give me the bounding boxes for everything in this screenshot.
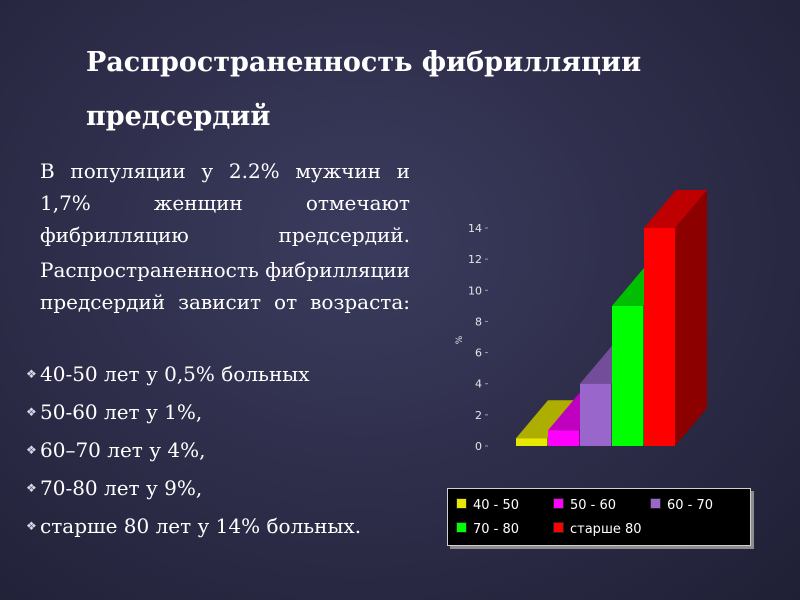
legend-item: 50 - 60: [553, 497, 616, 515]
bullet-item: ❖ 40-50 лет у 0,5% больных: [26, 355, 426, 393]
bullet-text: старше 80 лет у 14% больных.: [40, 514, 362, 538]
y-axis-label: %: [455, 335, 465, 344]
bullet-icon: ❖: [26, 443, 37, 457]
y-tick-label: 2: [475, 409, 482, 422]
age-bullet-list: ❖ 40-50 лет у 0,5% больных ❖ 50-60 лет у …: [26, 355, 426, 545]
y-tick-label: 14: [468, 222, 482, 235]
bar-side-face: [675, 190, 707, 446]
legend-swatch: [553, 498, 564, 509]
legend-label: старше 80: [570, 522, 642, 537]
paragraph-age-dependence: Распространенность фибрилляции предсерди…: [40, 258, 410, 314]
bar-top-face: [644, 190, 707, 228]
bullet-item: ❖ старше 80 лет у 14% больных.: [26, 507, 426, 545]
legend-label: 60 - 70: [667, 498, 714, 513]
bullet-item: ❖ 60–70 лет у 4%,: [26, 431, 426, 469]
bullet-text: 50-60 лет у 1%,: [40, 400, 203, 424]
legend-swatch: [553, 522, 564, 533]
bar-front-face: [548, 430, 579, 446]
paragraph-population: В популяции у 2.2% мужчин и 1,7% женщин …: [40, 159, 410, 247]
legend-swatch: [456, 498, 467, 509]
bar-front-face: [580, 383, 611, 446]
age-prevalence-chart: 0 2 4 6 8 10 12 14%: [455, 190, 707, 453]
bullet-text: 60–70 лет у 4%,: [40, 438, 206, 462]
y-tick-label: 6: [475, 347, 482, 360]
chart-legend: 40 - 50 50 - 60 60 - 70 70 - 80 старше 80: [447, 488, 751, 546]
bullet-icon: ❖: [26, 405, 37, 419]
bullet-item: ❖ 70-80 лет у 9%,: [26, 469, 426, 507]
y-tick-label: 10: [468, 284, 482, 297]
bar-front-face: [612, 305, 643, 446]
bullet-icon: ❖: [26, 367, 37, 381]
legend-swatch: [456, 522, 467, 533]
y-tick-label: 0: [475, 440, 482, 453]
y-tick-label: 12: [468, 253, 482, 266]
legend-item: 70 - 80: [456, 521, 519, 539]
bullet-text: 70-80 лет у 9%,: [40, 476, 203, 500]
legend-label: 70 - 80: [473, 522, 520, 537]
bullet-text: 40-50 лет у 0,5% больных: [40, 362, 310, 386]
legend-label: 40 - 50: [473, 498, 520, 513]
bar-top-face: [516, 400, 579, 439]
slide-title: Распространенность фибрилляции предсерди…: [86, 47, 642, 132]
legend-item: 40 - 50: [456, 497, 519, 515]
bar-front-face: [644, 228, 675, 446]
y-tick-label: 4: [475, 378, 482, 391]
bar-front-face: [516, 438, 547, 446]
bullet-icon: ❖: [26, 519, 37, 533]
bullet-item: ❖ 50-60 лет у 1%,: [26, 393, 426, 431]
body-text: В популяции у 2.2% мужчин и 1,7% женщин …: [40, 155, 410, 321]
bullet-icon: ❖: [26, 481, 37, 495]
y-tick-label: 8: [475, 315, 482, 328]
legend-swatch: [650, 498, 661, 509]
legend-item: старше 80: [553, 521, 642, 539]
legend-item: 60 - 70: [650, 497, 713, 515]
legend-label: 50 - 60: [570, 498, 617, 513]
